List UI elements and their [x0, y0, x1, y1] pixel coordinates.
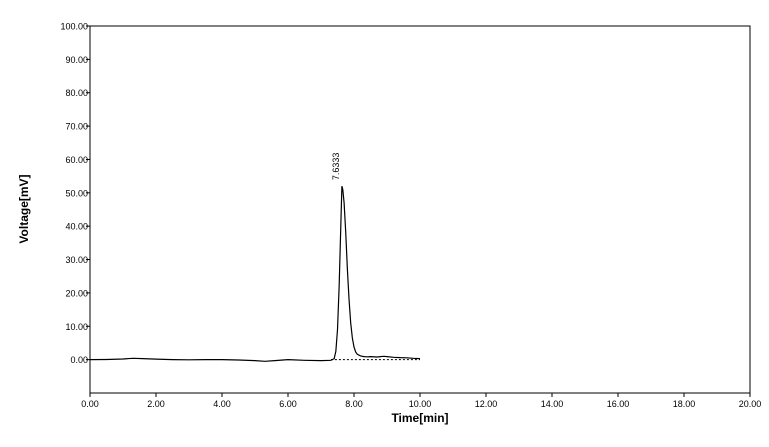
x-tick-label: 12.00 — [475, 399, 498, 409]
y-axis-label: Voltage[mV] — [17, 174, 31, 243]
y-tick-label: 40.00 — [65, 222, 88, 232]
x-axis-ticks: 0.00 2.00 4.00 6.00 8.00 10.00 12.00 14.00 16.00… — [81, 393, 761, 409]
y-tick-label: 20.00 — [65, 288, 88, 298]
x-tick-label: 10.00 — [409, 399, 432, 409]
x-tick-label: 8.00 — [345, 399, 363, 409]
x-tick-label: 2.00 — [147, 399, 165, 409]
y-tick-label: 90.00 — [65, 55, 88, 65]
y-tick-label: 10.00 — [65, 322, 88, 332]
x-tick-label: 18.00 — [673, 399, 696, 409]
y-tick-label: 50.00 — [65, 188, 88, 198]
x-tick-label: 4.00 — [213, 399, 231, 409]
x-tick-label: 14.00 — [541, 399, 564, 409]
x-tick-label: 6.00 — [279, 399, 297, 409]
peak-annotations: 7.6333 — [331, 153, 341, 181]
peak-label: 7.6333 — [331, 153, 341, 181]
y-tick-label: 80.00 — [65, 88, 88, 98]
x-tick-label: 16.00 — [607, 399, 630, 409]
y-tick-label: 100.00 — [60, 22, 88, 32]
y-axis-ticks: 0.00 10.00 20.00 30.00 40.00 50.00 60.00 70.00 8… — [60, 22, 90, 365]
y-tick-label: 0.00 — [70, 355, 88, 365]
y-tick-label: 60.00 — [65, 155, 88, 165]
x-axis-label: Time[min] — [391, 411, 448, 425]
plot-frame — [89, 25, 751, 394]
signal-trace — [89, 185, 421, 362]
x-tick-label: 20.00 — [739, 399, 762, 409]
y-tick-label: 30.00 — [65, 255, 88, 265]
x-tick-label: 0.00 — [81, 399, 99, 409]
y-tick-label: 70.00 — [65, 122, 88, 132]
